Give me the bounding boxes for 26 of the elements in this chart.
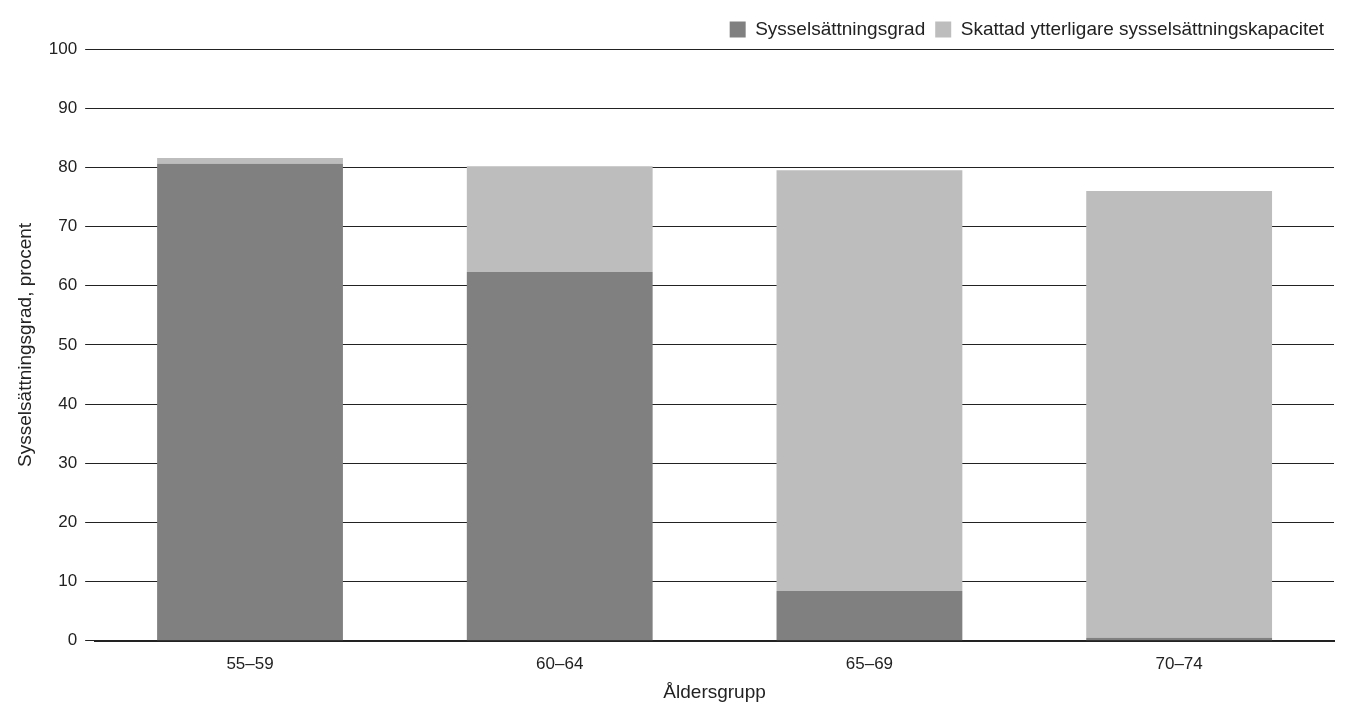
x-tick-label: 65–69 xyxy=(845,653,894,673)
bar xyxy=(1086,191,1273,638)
legend-label: Skattad ytterligare sysselsättningskapacitet xyxy=(960,17,1325,39)
y-tick-label: 10 xyxy=(58,571,78,591)
legend-label: Sysselsättningsgrad xyxy=(755,17,926,39)
y-tick-label: 0 xyxy=(67,630,78,650)
bar xyxy=(776,591,963,641)
y-tick-label: 60 xyxy=(58,275,78,295)
y-tick-label: 30 xyxy=(58,452,78,472)
x-tick-label: 60–64 xyxy=(536,653,584,673)
x-tick-label: 70–74 xyxy=(1155,653,1203,673)
y-tick-label: 50 xyxy=(58,334,78,354)
bar xyxy=(157,163,343,641)
y-axis-title: Sysselsättningsgrad, procent xyxy=(13,222,35,467)
y-tick-label: 90 xyxy=(58,97,78,117)
bar xyxy=(466,272,653,641)
bar xyxy=(776,170,963,592)
y-tick-label: 70 xyxy=(58,216,78,236)
x-axis-title: Åldersgrupp xyxy=(663,680,766,702)
x-tick-label: 55–59 xyxy=(226,653,274,673)
bar xyxy=(466,166,653,273)
y-tick-label: 40 xyxy=(58,393,78,413)
y-tick-label: 20 xyxy=(58,512,78,532)
y-tick-label: 100 xyxy=(48,38,78,58)
bar xyxy=(157,157,343,164)
y-tick-label: 80 xyxy=(58,157,78,177)
